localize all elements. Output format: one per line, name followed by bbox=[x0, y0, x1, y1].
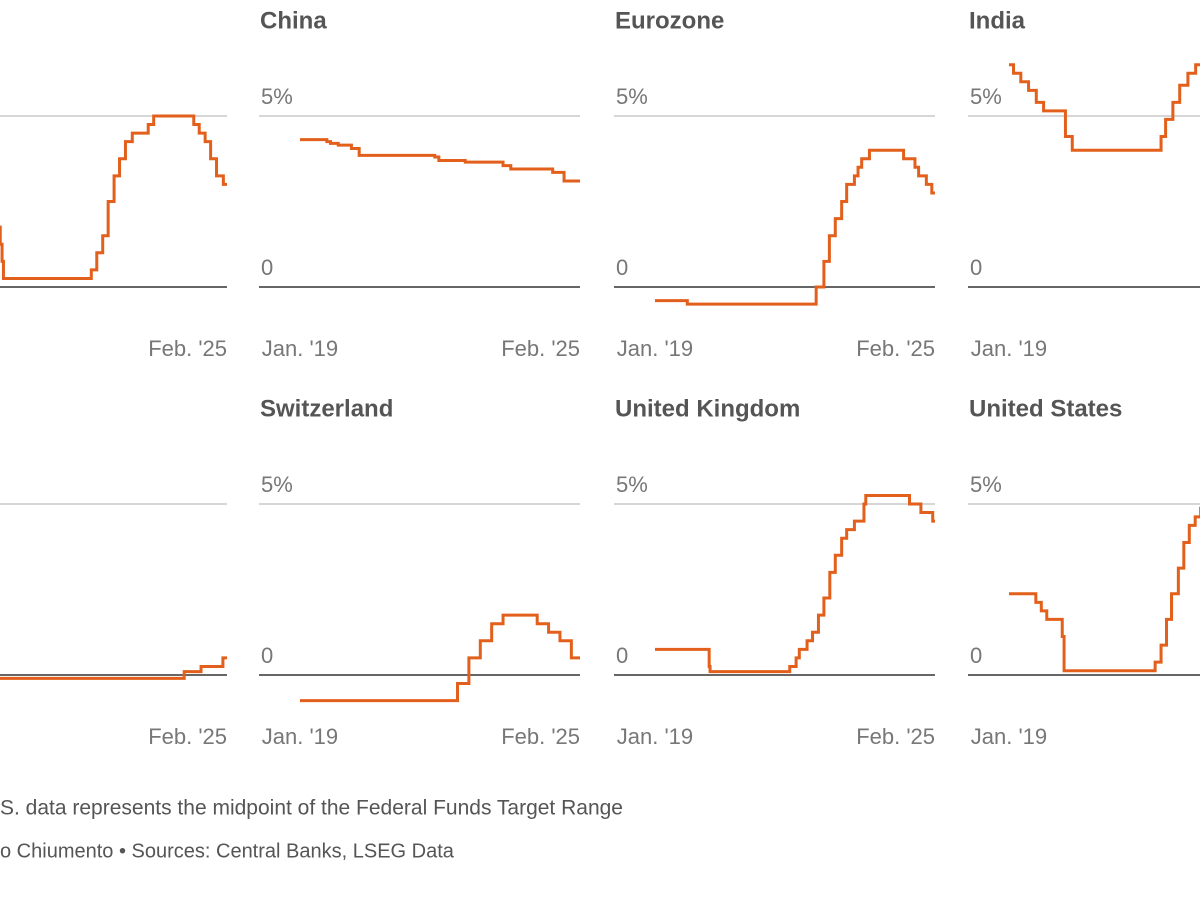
rate-line bbox=[0, 114, 227, 280]
x-tick-label: Feb. '25 bbox=[856, 724, 935, 749]
rate-line bbox=[299, 138, 580, 183]
x-tick-label: Jan. '19 bbox=[617, 336, 693, 361]
y-tick-label: 0 bbox=[970, 255, 982, 280]
x-tick-label: Jan. '19 bbox=[262, 724, 338, 749]
panel-title: Switzerland bbox=[260, 395, 393, 422]
y-tick-label: 0 bbox=[261, 643, 273, 668]
panel: China 0 5% Jan. '19 Feb. '25 bbox=[259, 7, 580, 361]
panel: Switzerland 0 5% Jan. '19 Feb. '25 bbox=[259, 395, 580, 749]
panel-title: Eurozone bbox=[615, 7, 724, 34]
y-tick-label: 5% bbox=[261, 472, 293, 497]
y-tick-label: 5% bbox=[616, 84, 648, 109]
x-tick-label: Feb. '25 bbox=[501, 724, 580, 749]
x-tick-label: Jan. '19 bbox=[971, 336, 1047, 361]
rate-line bbox=[0, 656, 227, 680]
y-tick-label: 0 bbox=[616, 255, 628, 280]
x-tick-label: Feb. '25 bbox=[501, 336, 580, 361]
panel: Eurozone 0 5% Jan. '19 Feb. '25 bbox=[614, 7, 935, 361]
footnote: S. data represents the midpoint of the F… bbox=[0, 797, 623, 820]
x-tick-label: Jan. '19 bbox=[262, 336, 338, 361]
rate-line bbox=[1008, 506, 1200, 673]
y-tick-label: 5% bbox=[970, 472, 1002, 497]
credit: o Chiumento • Sources: Central Banks, LS… bbox=[0, 840, 455, 862]
x-tick-label: Feb. '25 bbox=[148, 724, 227, 749]
panel-title: United Kingdom bbox=[615, 395, 800, 422]
y-tick-label: 0 bbox=[616, 643, 628, 668]
y-tick-label: 0 bbox=[970, 643, 982, 668]
y-tick-label: 5% bbox=[616, 472, 648, 497]
y-tick-label: 5% bbox=[970, 84, 1002, 109]
panel: United Kingdom 0 5% Jan. '19 Feb. '25 bbox=[614, 395, 935, 749]
rate-line bbox=[299, 613, 580, 703]
panel-title: China bbox=[260, 7, 327, 34]
panel: United States 0 5% Jan. '19 bbox=[968, 395, 1200, 749]
panel: 05%Feb. '25 bbox=[0, 114, 227, 361]
x-tick-label: Feb. '25 bbox=[148, 336, 227, 361]
y-tick-label: 0 bbox=[261, 255, 273, 280]
panel: 05%Feb. '25 bbox=[0, 503, 227, 749]
rate-line bbox=[1008, 63, 1200, 152]
x-tick-label: Feb. '25 bbox=[856, 336, 935, 361]
x-tick-label: Jan. '19 bbox=[971, 724, 1047, 749]
y-tick-label: 5% bbox=[261, 84, 293, 109]
x-tick-label: Jan. '19 bbox=[617, 724, 693, 749]
rate-line bbox=[654, 148, 935, 306]
rate-line bbox=[654, 493, 935, 674]
panel: India 0 5% Jan. '19 bbox=[968, 7, 1200, 361]
panel-title: United States bbox=[969, 395, 1122, 422]
panel-title: India bbox=[969, 7, 1026, 34]
